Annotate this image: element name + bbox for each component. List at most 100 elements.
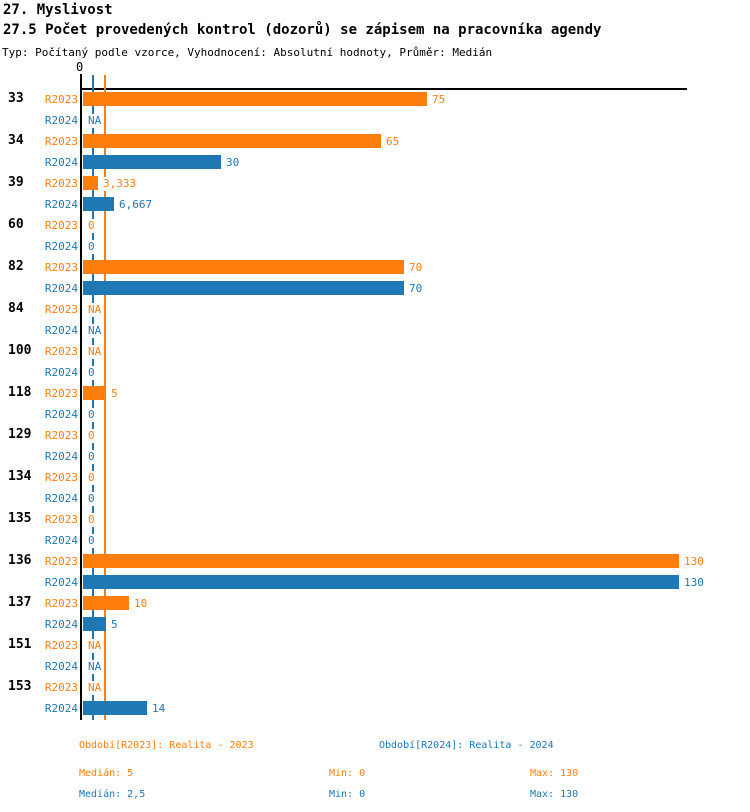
- bar-r2023: [83, 260, 404, 274]
- series-label-r2024: R2024: [44, 366, 78, 379]
- stat-min-r2024: Min: 0: [329, 789, 366, 800]
- bar-value-label: 0: [87, 471, 96, 485]
- bar-value-label: 3,333: [102, 177, 138, 191]
- bar-value-label: 75: [431, 93, 447, 107]
- bar-value-label: NA: [87, 345, 103, 359]
- bar-value-label: NA: [87, 639, 103, 653]
- bar-r2024: [83, 155, 221, 169]
- series-label-r2023: R2023: [44, 303, 78, 316]
- series-label-r2024: R2024: [44, 324, 78, 337]
- bar-value-label: 0: [87, 534, 96, 548]
- series-label-r2024: R2024: [44, 408, 78, 421]
- category-label: 153: [8, 679, 32, 694]
- series-label-r2023: R2023: [44, 177, 78, 190]
- category-label: 134: [8, 469, 32, 484]
- bar-value-label: 0: [87, 408, 96, 422]
- series-label-r2023: R2023: [44, 555, 78, 568]
- series-label-r2023: R2023: [44, 639, 78, 652]
- category-label: 33: [8, 91, 24, 106]
- series-label-r2024: R2024: [44, 576, 78, 589]
- series-label-r2023: R2023: [44, 345, 78, 358]
- legend-series-r2024: Období[R2024]: Realita - 2024: [379, 740, 554, 751]
- series-label-r2024: R2024: [44, 534, 78, 547]
- bar-value-label: 14: [151, 702, 167, 716]
- category-label: 129: [8, 427, 32, 442]
- bar-value-label: 65: [385, 135, 401, 149]
- bar-r2023: [83, 386, 106, 400]
- series-label-r2024: R2024: [44, 240, 78, 253]
- series-label-r2023: R2023: [44, 597, 78, 610]
- series-label-r2023: R2023: [44, 93, 78, 106]
- series-label-r2024: R2024: [44, 198, 78, 211]
- bar-r2023: [83, 134, 381, 148]
- category-label: 82: [8, 259, 24, 274]
- bar-value-label: 0: [87, 219, 96, 233]
- axis-zero-tick-label: 0: [76, 60, 84, 74]
- bar-r2023: [83, 554, 679, 568]
- bar-value-label: 5: [110, 618, 119, 632]
- stat-median-r2023: Medián: 5: [79, 768, 134, 779]
- bar-r2024: [83, 575, 679, 589]
- bar-value-label: 0: [87, 492, 96, 506]
- series-label-r2024: R2024: [44, 702, 78, 715]
- bar-value-label: 0: [87, 240, 96, 254]
- bar-r2023: [83, 176, 98, 190]
- category-label: 137: [8, 595, 32, 610]
- category-label: 84: [8, 301, 24, 316]
- series-label-r2024: R2024: [44, 450, 78, 463]
- bar-value-label: 0: [87, 513, 96, 527]
- stat-min-r2023: Min: 0: [329, 768, 366, 779]
- bar-chart: 0 33 R2023 75 R2024 NA 34 R2023 65 R2024 30 39 R202…: [8, 60, 705, 720]
- series-label-r2023: R2023: [44, 429, 78, 442]
- bar-value-label: 6,667: [118, 198, 154, 212]
- bar-value-label: 30: [225, 156, 241, 170]
- bar-value-label: NA: [87, 681, 103, 695]
- category-label: 118: [8, 385, 32, 400]
- bar-value-label: NA: [87, 303, 103, 317]
- bar-value-label: 70: [408, 282, 424, 296]
- category-label: 39: [8, 175, 24, 190]
- series-label-r2024: R2024: [44, 492, 78, 505]
- series-label-r2024: R2024: [44, 660, 78, 673]
- series-label-r2023: R2023: [44, 471, 78, 484]
- indicator-title: 27.5 Počet provedených kontrol (dozorů) …: [3, 22, 602, 38]
- series-label-r2023: R2023: [44, 261, 78, 274]
- category-label: 100: [8, 343, 32, 358]
- bar-r2024: [83, 197, 114, 211]
- chapter-title: 27. Myslivost: [3, 2, 113, 18]
- bar-r2023: [83, 92, 427, 106]
- series-label-r2023: R2023: [44, 135, 78, 148]
- bar-value-label: NA: [87, 324, 103, 338]
- series-label-r2023: R2023: [44, 681, 78, 694]
- bar-value-label: 10: [133, 597, 149, 611]
- series-label-r2023: R2023: [44, 219, 78, 232]
- bar-value-label: 0: [87, 450, 96, 464]
- bar-value-label: NA: [87, 114, 103, 128]
- bar-r2023: [83, 596, 129, 610]
- bar-value-label: 5: [110, 387, 119, 401]
- category-label: 60: [8, 217, 24, 232]
- series-label-r2024: R2024: [44, 618, 78, 631]
- stat-max-r2023: Max: 130: [530, 768, 579, 779]
- bar-r2024: [83, 617, 106, 631]
- bar-value-label: 0: [87, 429, 96, 443]
- stat-max-r2024: Max: 130: [530, 789, 579, 800]
- x-axis-line: [80, 88, 687, 90]
- category-label: 135: [8, 511, 32, 526]
- stat-median-r2024: Medián: 2,5: [79, 789, 146, 800]
- bar-r2024: [83, 701, 147, 715]
- category-label: 34: [8, 133, 24, 148]
- bar-value-label: 130: [683, 555, 705, 569]
- series-label-r2023: R2023: [44, 387, 78, 400]
- series-label-r2024: R2024: [44, 114, 78, 127]
- bar-value-label: 70: [408, 261, 424, 275]
- series-label-r2024: R2024: [44, 156, 78, 169]
- category-label: 136: [8, 553, 32, 568]
- legend-series-r2023: Období[R2023]: Realita - 2023: [79, 740, 254, 751]
- bar-value-label: 0: [87, 366, 96, 380]
- bar-r2024: [83, 281, 404, 295]
- bar-value-label: NA: [87, 660, 103, 674]
- category-label: 151: [8, 637, 32, 652]
- y-axis-line: [80, 74, 82, 720]
